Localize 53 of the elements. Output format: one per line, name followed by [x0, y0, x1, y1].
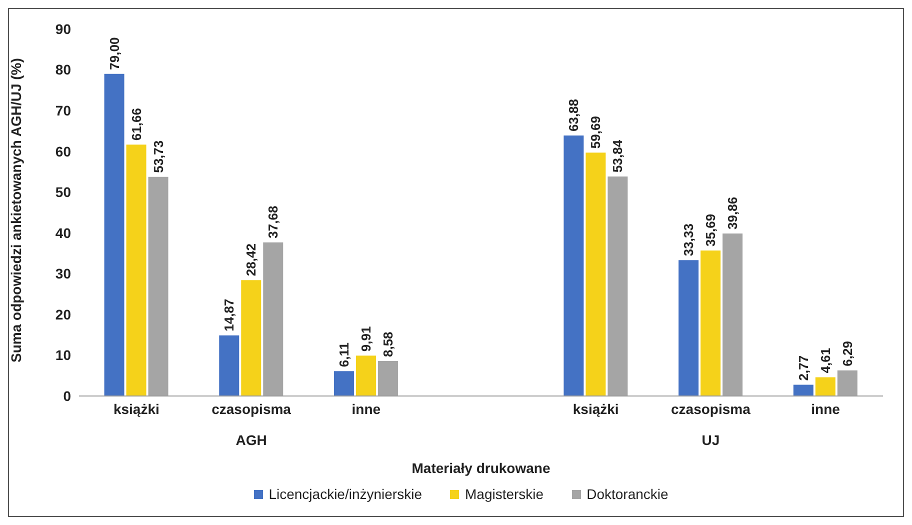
x-tick-label: książki [113, 400, 160, 417]
data-label: 61,66 [128, 108, 144, 141]
text: AGH [234, 432, 268, 448]
y-tick-label: 90 [55, 20, 72, 37]
y-axis-title: Suma odpowiedzi ankietowanych AGH/UJ (%) [8, 58, 24, 362]
y-tick-label: 50 [55, 184, 72, 200]
legend-label: Doktoranckie [586, 486, 668, 502]
data-label: 53,73 [150, 140, 166, 173]
y-tick-label: 70 [55, 102, 72, 119]
data-label: 6,11 [336, 342, 352, 368]
x-tick-label: książki [572, 400, 619, 417]
bar [126, 144, 146, 396]
data-label: 9,91 [358, 326, 374, 352]
bar [700, 250, 721, 396]
x-axis-title: Materiały drukowane [410, 460, 552, 476]
bar [793, 384, 814, 396]
data-label: 53,84 [610, 139, 626, 172]
y-tick-label: 20 [55, 306, 72, 322]
data-label: 59,69 [588, 116, 604, 149]
bar [678, 260, 699, 396]
bar [219, 335, 240, 396]
y-tick-label: 80 [55, 62, 72, 78]
data-label: 35,69 [703, 214, 718, 246]
data-label: 63,88 [566, 98, 582, 132]
bar [334, 371, 354, 396]
x-tick-label: czasopisma [212, 400, 292, 417]
data-label: 14,87 [222, 298, 237, 332]
x-tick-label: czasopisma [671, 400, 751, 417]
text: UJ [700, 432, 721, 448]
data-label: 28,42 [244, 244, 259, 276]
data-label: 6,29 [840, 341, 855, 366]
bar [586, 152, 606, 396]
legend-label: Licencjackie/inżynierskie [268, 486, 422, 502]
bar [241, 280, 262, 396]
data-label: 2,77 [796, 355, 811, 381]
data-label: 37,68 [266, 206, 281, 238]
legend-label: Magisterskie [464, 486, 544, 502]
data-label: 79,00 [106, 37, 122, 70]
y-tick-label: 40 [55, 224, 72, 241]
y-tick-label: 0 [63, 388, 72, 404]
data-label: 39,86 [725, 196, 740, 230]
x-tick-label: inne [811, 400, 840, 417]
data-label: 8,58 [380, 332, 396, 358]
y-tick-label: 30 [55, 266, 72, 282]
bar [815, 377, 836, 396]
y-tick-label: 60 [55, 143, 72, 160]
data-label: 33,33 [681, 224, 696, 256]
bar [564, 136, 584, 396]
bar [104, 74, 124, 396]
y-tick-label: 10 [55, 347, 72, 364]
x-tick-label: inne [352, 400, 381, 417]
data-label: 4,61 [818, 348, 833, 374]
bar [356, 356, 376, 396]
